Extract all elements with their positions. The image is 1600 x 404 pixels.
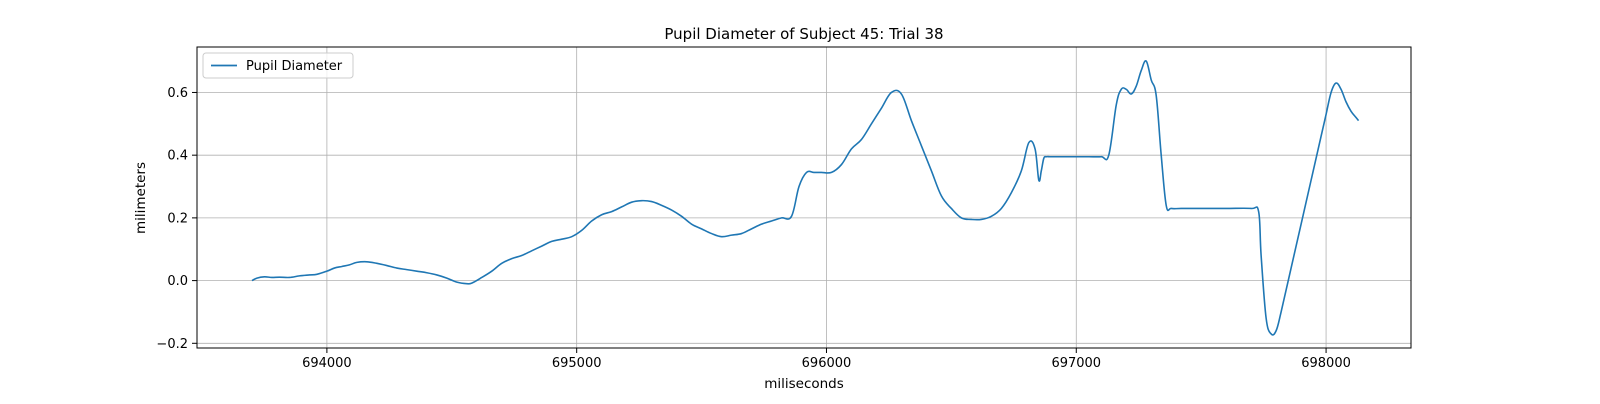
legend-entry-pupil-diameter: Pupil Diameter	[246, 59, 343, 74]
x-tick-label: 694000	[302, 356, 352, 371]
axis-ticks: 694000 695000 696000 697000 698000 −0.2 0.0 0.2…	[156, 86, 1350, 371]
x-tick-label: 695000	[552, 356, 602, 371]
chart-title: Pupil Diameter of Subject 45: Trial 38	[664, 25, 943, 43]
legend: Pupil Diameter	[202, 52, 354, 79]
plot-frame	[196, 46, 1412, 349]
y-tick-label: 0.0	[167, 274, 188, 289]
x-tick-label: 698000	[1301, 356, 1351, 371]
series-layer	[251, 60, 1360, 336]
x-tick-label: 696000	[802, 356, 852, 371]
series-line-pupil-diameter	[251, 60, 1360, 336]
gridlines	[197, 47, 1411, 348]
y-axis-label: milimeters	[133, 162, 149, 234]
y-tick-label: 0.2	[167, 211, 188, 226]
x-tick-label: 697000	[1051, 356, 1101, 371]
y-tick-label: −0.2	[156, 337, 188, 352]
y-tick-label: 0.6	[167, 86, 188, 101]
y-tick-label: 0.4	[167, 149, 188, 164]
x-axis-label: miliseconds	[764, 376, 844, 392]
legend-box	[202, 52, 354, 79]
